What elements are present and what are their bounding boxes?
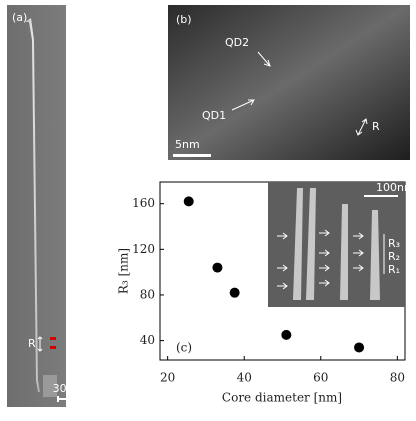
arrow <box>37 336 43 352</box>
y-tick-label: 160 <box>132 196 155 210</box>
panel-label: (b) <box>176 13 192 26</box>
x-tick-label: 40 <box>237 371 252 385</box>
tem-image <box>168 5 410 160</box>
scale-bar <box>57 396 87 402</box>
y-tick-label: 120 <box>132 242 155 256</box>
scale-bar-label: 5nm <box>175 138 200 151</box>
arrow <box>355 118 368 136</box>
inset-marker: R₁ <box>388 263 400 276</box>
point <box>354 342 365 353</box>
x-tick-label: 80 <box>390 371 405 385</box>
annotation: QD1 <box>202 109 226 122</box>
inset-nanowires <box>293 188 380 300</box>
point <box>281 329 292 340</box>
annotation: QD2 <box>225 36 249 49</box>
arrow <box>231 99 255 111</box>
marker-dot <box>50 337 56 340</box>
arrow <box>257 51 271 67</box>
y-axis-label: R₃ [nm] <box>117 248 131 294</box>
nanowire-base <box>43 375 57 397</box>
panel-label: (a) <box>12 11 27 24</box>
scale-bar <box>173 154 211 157</box>
scale-bar-label: 300nm <box>53 382 92 395</box>
y-tick-label: 40 <box>140 333 155 347</box>
x-tick-label: 60 <box>313 371 328 385</box>
inset-image <box>268 182 405 307</box>
marker: R <box>372 120 380 133</box>
point <box>229 287 240 298</box>
panel-label: (c) <box>176 341 192 355</box>
inset-marker: R₃ <box>388 237 400 250</box>
point <box>212 262 223 273</box>
nanowire <box>25 18 40 392</box>
y-tick-label: 80 <box>140 287 155 301</box>
scale-bar-label: 100nm <box>376 181 415 194</box>
scale-bar <box>364 195 398 197</box>
marker-dot <box>50 346 56 349</box>
inset-arrows <box>277 229 385 290</box>
x-axis-label: Core diameter [nm] <box>222 391 342 405</box>
x-tick-label: 20 <box>160 371 175 385</box>
inset-marker: R₂ <box>388 250 400 263</box>
point <box>183 196 194 207</box>
marker: R <box>28 337 36 350</box>
